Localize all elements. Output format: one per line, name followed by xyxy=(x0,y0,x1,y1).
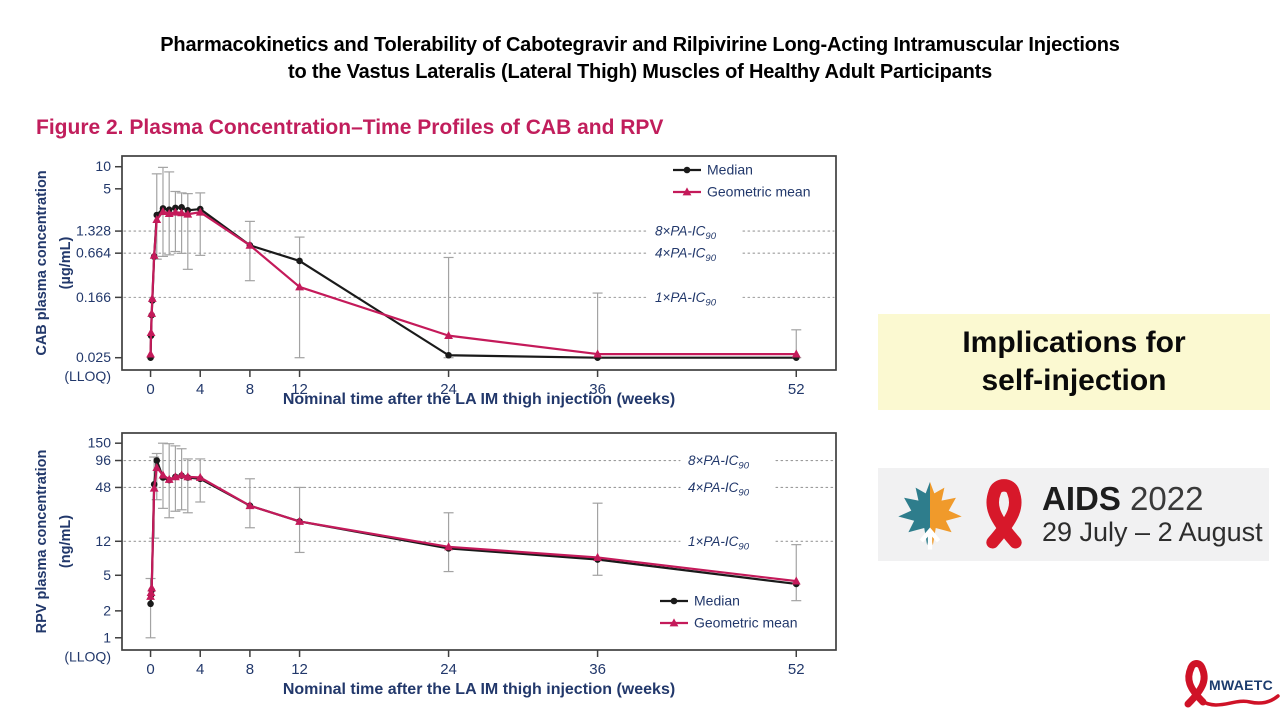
svg-text:4: 4 xyxy=(196,661,204,678)
svg-text:4×PA-IC90: 4×PA-IC90 xyxy=(688,480,750,499)
svg-text:4: 4 xyxy=(196,381,204,398)
slide-title-line2: to the Vastus Lateralis (Lateral Thigh) … xyxy=(287,61,992,83)
svg-text:12: 12 xyxy=(291,381,308,398)
rpv-concentration-chart: 8×PA-IC904×PA-IC901×PA-IC90150964812521(… xyxy=(34,432,837,698)
callout-line1: Implications for xyxy=(962,326,1186,359)
svg-text:24: 24 xyxy=(440,381,457,398)
svg-text:0.166: 0.166 xyxy=(76,289,111,305)
svg-text:36: 36 xyxy=(589,661,606,678)
svg-text:8×PA-IC90: 8×PA-IC90 xyxy=(688,453,750,472)
svg-text:1: 1 xyxy=(103,629,111,645)
svg-text:0: 0 xyxy=(146,661,154,678)
mwaetc-logo: MWAETC xyxy=(1176,660,1280,718)
aids-logo-text: AIDS 2022 29 July – 2 August xyxy=(1042,481,1263,548)
mwaetc-ribbon-icon xyxy=(1184,660,1280,708)
svg-text:1×PA-IC90: 1×PA-IC90 xyxy=(688,534,750,553)
svg-text:96: 96 xyxy=(95,452,111,468)
svg-text:8: 8 xyxy=(246,381,254,398)
svg-text:24: 24 xyxy=(440,661,457,678)
aids-logo-title: AIDS 2022 xyxy=(1042,481,1263,517)
svg-text:10: 10 xyxy=(95,158,111,174)
svg-text:0.025: 0.025 xyxy=(76,349,111,365)
svg-text:36: 36 xyxy=(589,381,606,398)
svg-text:Nominal time after the LA IM t: Nominal time after the LA IM thigh injec… xyxy=(283,391,675,408)
svg-text:8×PA-IC90: 8×PA-IC90 xyxy=(655,224,717,243)
svg-text:Median: Median xyxy=(707,162,753,178)
svg-text:8: 8 xyxy=(246,661,254,678)
svg-text:Median: Median xyxy=(694,593,740,609)
svg-text:0: 0 xyxy=(146,381,154,398)
implications-callout: Implications for self-injection xyxy=(878,314,1270,410)
svg-text:Geometric mean: Geometric mean xyxy=(694,615,797,631)
svg-text:CAB plasma concentration: CAB plasma concentration xyxy=(34,170,50,355)
slide-title-line1: Pharmacokinetics and Tolerability of Cab… xyxy=(160,34,1120,56)
svg-text:150: 150 xyxy=(88,435,112,451)
figure-caption: Figure 2. Plasma Concentration–Time Prof… xyxy=(36,116,664,139)
svg-text:Geometric mean: Geometric mean xyxy=(707,184,810,200)
callout-line2: self-injection xyxy=(981,364,1167,397)
svg-text:(ng/mL): (ng/mL) xyxy=(58,515,74,568)
slide-title: Pharmacokinetics and Tolerability of Cab… xyxy=(40,32,1240,86)
svg-text:12: 12 xyxy=(95,533,111,549)
svg-text:Nominal time after the LA IM t: Nominal time after the LA IM thigh injec… xyxy=(283,681,675,698)
aids-ribbon-icon xyxy=(986,478,1022,549)
svg-text:12: 12 xyxy=(291,661,308,678)
svg-text:5: 5 xyxy=(103,180,111,196)
svg-text:2: 2 xyxy=(103,602,111,618)
svg-text:RPV plasma concentration: RPV plasma concentration xyxy=(34,450,50,634)
maple-leaf-icon xyxy=(898,481,962,550)
svg-text:(LLOQ): (LLOQ) xyxy=(64,648,111,664)
svg-text:48: 48 xyxy=(95,479,111,495)
aids-logo-name: AIDS xyxy=(1042,480,1121,517)
svg-text:(LLOQ): (LLOQ) xyxy=(64,368,111,384)
svg-text:52: 52 xyxy=(788,661,805,678)
cab-concentration-chart: 8×PA-IC90 4×PA-IC90 1×PA-IC90 10 5 1.328 0.664… xyxy=(34,155,837,408)
svg-text:4×PA-IC90: 4×PA-IC90 xyxy=(655,246,717,265)
mwaetc-label: MWAETC xyxy=(1209,677,1274,693)
aids-logo-dates: 29 July – 2 August xyxy=(1042,517,1263,547)
svg-text:1×PA-IC90: 1×PA-IC90 xyxy=(655,290,717,309)
svg-text:(µg/mL): (µg/mL) xyxy=(58,237,74,290)
svg-text:1.328: 1.328 xyxy=(76,223,111,239)
svg-text:52: 52 xyxy=(788,381,805,398)
svg-text:5: 5 xyxy=(103,567,111,583)
aids-logo-year: 2022 xyxy=(1130,480,1204,517)
svg-text:0.664: 0.664 xyxy=(76,245,111,261)
aids-2022-logo: AIDS 2022 29 July – 2 August xyxy=(878,468,1269,561)
